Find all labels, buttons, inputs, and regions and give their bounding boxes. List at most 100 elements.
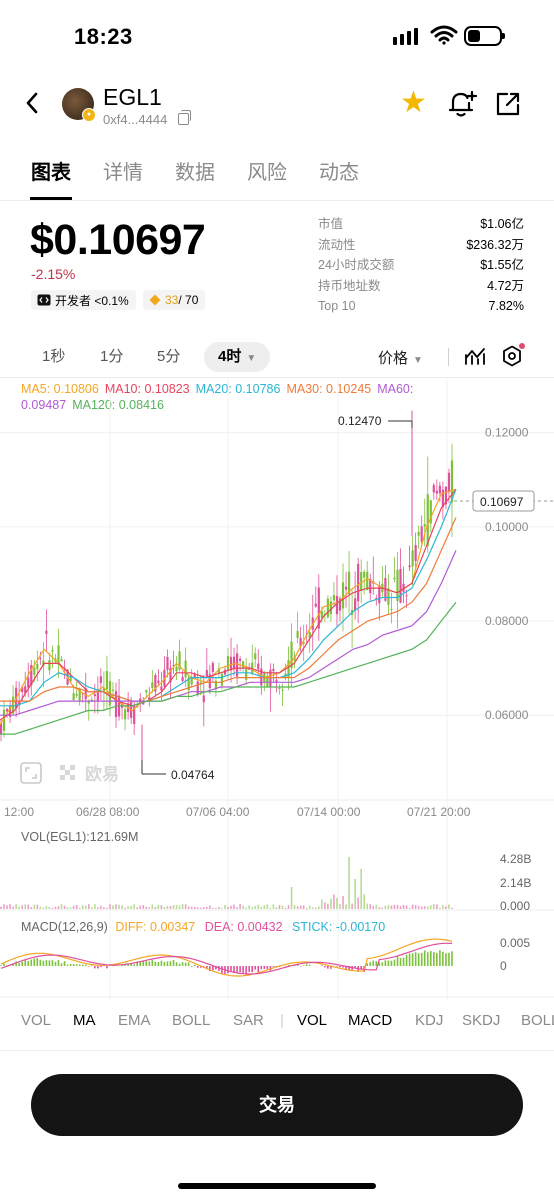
volume-bar [112,905,114,909]
macd-stick-bar [151,960,154,966]
indicator-skdj[interactable]: SKDJ [462,1012,501,1029]
volume-bar [212,907,214,909]
price-alert-bell-icon[interactable] [446,88,478,120]
volume-bar [339,904,341,909]
interval-1s[interactable]: 1秒 [42,348,66,365]
interval-1m[interactable]: 1分 [100,348,124,365]
macd-stick-bar [411,953,414,966]
chart-settings-icon[interactable] [502,345,522,367]
candle-body [181,676,184,681]
candle-body [251,662,254,674]
macd-stick-bar [308,964,311,966]
stat-row: 24小时成交额 $1.55亿 [318,255,524,276]
tab-activity[interactable]: 动态 [319,162,359,184]
macd-stick-bar [245,966,247,975]
volume-bar [305,907,308,909]
candle-body [229,656,233,671]
volume-bar [260,906,263,909]
volume-bar [78,907,81,909]
stat-key: 市值 [318,217,344,231]
indicator-macd[interactable]: MACD [348,1012,393,1029]
volume-bar [296,906,299,909]
developer-holding-chip[interactable]: 开发者 <0.1% [31,290,136,310]
volume-bar [239,904,241,909]
indicator-vol-main[interactable]: VOL [21,1012,52,1029]
chevron-left-icon [26,92,38,114]
stat-row: Top 10 7.82% [318,296,524,317]
macd-stick-bar [351,966,353,971]
indicator-ma[interactable]: MA [73,1012,96,1029]
macd-stick-bar [218,966,220,971]
tab-chart[interactable]: 图表 [31,162,71,184]
price-type-selector[interactable]: 价格 ▼ [378,347,423,368]
ma60-value: MA60: 0.09487 [21,382,414,412]
macd-stick-bar [445,953,447,966]
chart-grid [0,378,554,1000]
tab-data[interactable]: 数据 [175,162,215,184]
macd-diff-line [0,938,453,977]
candle-body [57,645,60,665]
copy-icon[interactable] [178,110,191,125]
back-button[interactable] [24,90,40,121]
macd-stick-bar [3,963,5,966]
fullscreen-icon[interactable] [20,762,42,784]
security-score-chip[interactable]: 33 / 70 [143,290,206,310]
candle-body [205,670,208,678]
caret-down-icon: ▼ [413,355,423,366]
macd-stick-bar [396,955,399,966]
macd-panel: 0.005 0 [0,936,530,977]
macd-stick-bar [72,964,75,966]
volume-bar [172,905,175,909]
stat-value: $1.55亿 [480,258,524,273]
stat-key: 持币地址数 [318,278,381,293]
macd-stick-bar [414,952,417,966]
volume-bar [290,887,293,909]
volume-bar [275,907,278,909]
home-indicator [178,1183,376,1189]
favorite-star-icon[interactable]: ★ [400,86,427,119]
low-price-label: 0.04764 [171,768,215,782]
macd-stick-bar [184,962,187,966]
price-chart[interactable]: 0.12000 0.10000 0.08000 0.06000 12:00 06/28 … [0,376,554,1000]
developer-holding-label: 开发者 <0.1% [55,293,129,308]
indicator-ema[interactable]: EMA [118,1012,151,1029]
macd-stick-bar [163,961,166,966]
volume-bar [333,894,335,909]
token-address: 0xf4...4444 [103,112,168,127]
ma-line-ma60 [0,550,457,716]
candle-body [208,674,211,689]
tab-risk[interactable]: 风险 [247,162,287,184]
macd-stick-bar [21,961,23,966]
indicator-kdj[interactable]: KDJ [415,1012,444,1029]
indicator-boll-main[interactable]: BOLL [172,1012,211,1029]
macd-stick-bar [272,966,275,967]
macd-stick-bar [339,966,341,968]
volume-bar [154,907,157,909]
indicator-boll-sub[interactable]: BOLL [521,1012,554,1029]
macd-stick-bar [251,966,254,973]
volume-bar [354,879,356,909]
volume-bar [0,906,2,909]
candle-body [444,486,448,505]
candle-body [184,660,187,678]
share-icon[interactable] [494,90,522,118]
macd-stick-bar [178,963,181,966]
volume-bar [169,906,172,909]
macd-stick-bar [405,954,408,966]
trade-button[interactable]: 交易 [31,1074,523,1136]
interval-4h[interactable]: 4时 ▼ [204,342,271,372]
indicator-sar[interactable]: SAR [233,1012,264,1029]
indicator-chart-icon[interactable] [464,346,486,366]
tab-details[interactable]: 详情 [103,162,143,184]
macd-stick-bar [393,959,396,966]
macd-stick-bar [133,964,135,966]
interval-5m[interactable]: 5分 [157,348,181,365]
candle-body [8,706,12,717]
macd-stick-bar [106,966,108,969]
macd-stick-bar [384,960,387,966]
volume-bar [121,905,123,909]
volume-bar [163,906,166,909]
ma-line-ma120 [0,601,457,735]
candle-body [24,686,27,694]
indicator-vol-sub[interactable]: VOL [297,1012,328,1029]
